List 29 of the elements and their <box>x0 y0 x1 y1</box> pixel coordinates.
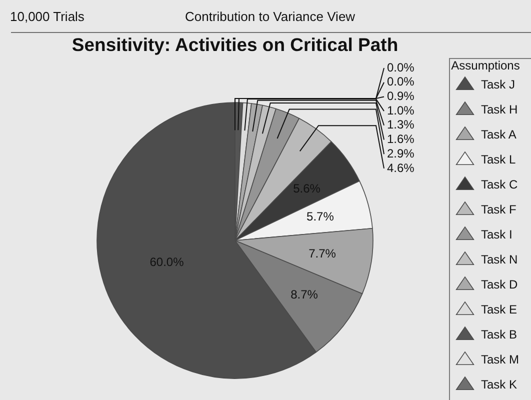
chart-title: Sensitivity: Activities on Critical Path <box>72 34 398 55</box>
data-label: 8.7% <box>290 288 318 302</box>
data-label: 2.9% <box>387 146 415 160</box>
legend-label: Task A <box>480 128 516 142</box>
text: 0.0% <box>387 60 414 74</box>
legend-label: Task J <box>480 78 516 92</box>
legend-label: Task K <box>480 378 518 392</box>
text: 0.0% <box>387 74 414 89</box>
legend-label: Task H <box>480 102 518 117</box>
legend-label: Task B <box>480 328 518 342</box>
data-label: 0.9% <box>387 89 415 104</box>
legend-title: Assumptions <box>451 58 520 72</box>
legend-label: Task F <box>480 202 516 217</box>
legend-label: Task M <box>480 352 520 367</box>
legend-label: Task I <box>480 228 512 242</box>
text: Contribution to Variance View <box>185 9 356 25</box>
data-label: 60.0% <box>150 254 184 269</box>
data-label: 5.7% <box>306 210 334 224</box>
text: 10,000 Trials <box>10 9 84 25</box>
data-label: 1.3% <box>387 118 415 132</box>
legend-label: Task L <box>480 152 516 167</box>
legend-label: Task C <box>480 178 518 192</box>
legend-label: Task N <box>480 252 518 267</box>
data-label: 7.7% <box>308 246 336 260</box>
data-label: 1.6% <box>387 132 415 146</box>
legend-label: Task D <box>480 278 518 292</box>
data-label: 1.0% <box>387 103 415 118</box>
legend-label: Task E <box>480 302 518 317</box>
data-label: 4.6% <box>387 160 415 175</box>
